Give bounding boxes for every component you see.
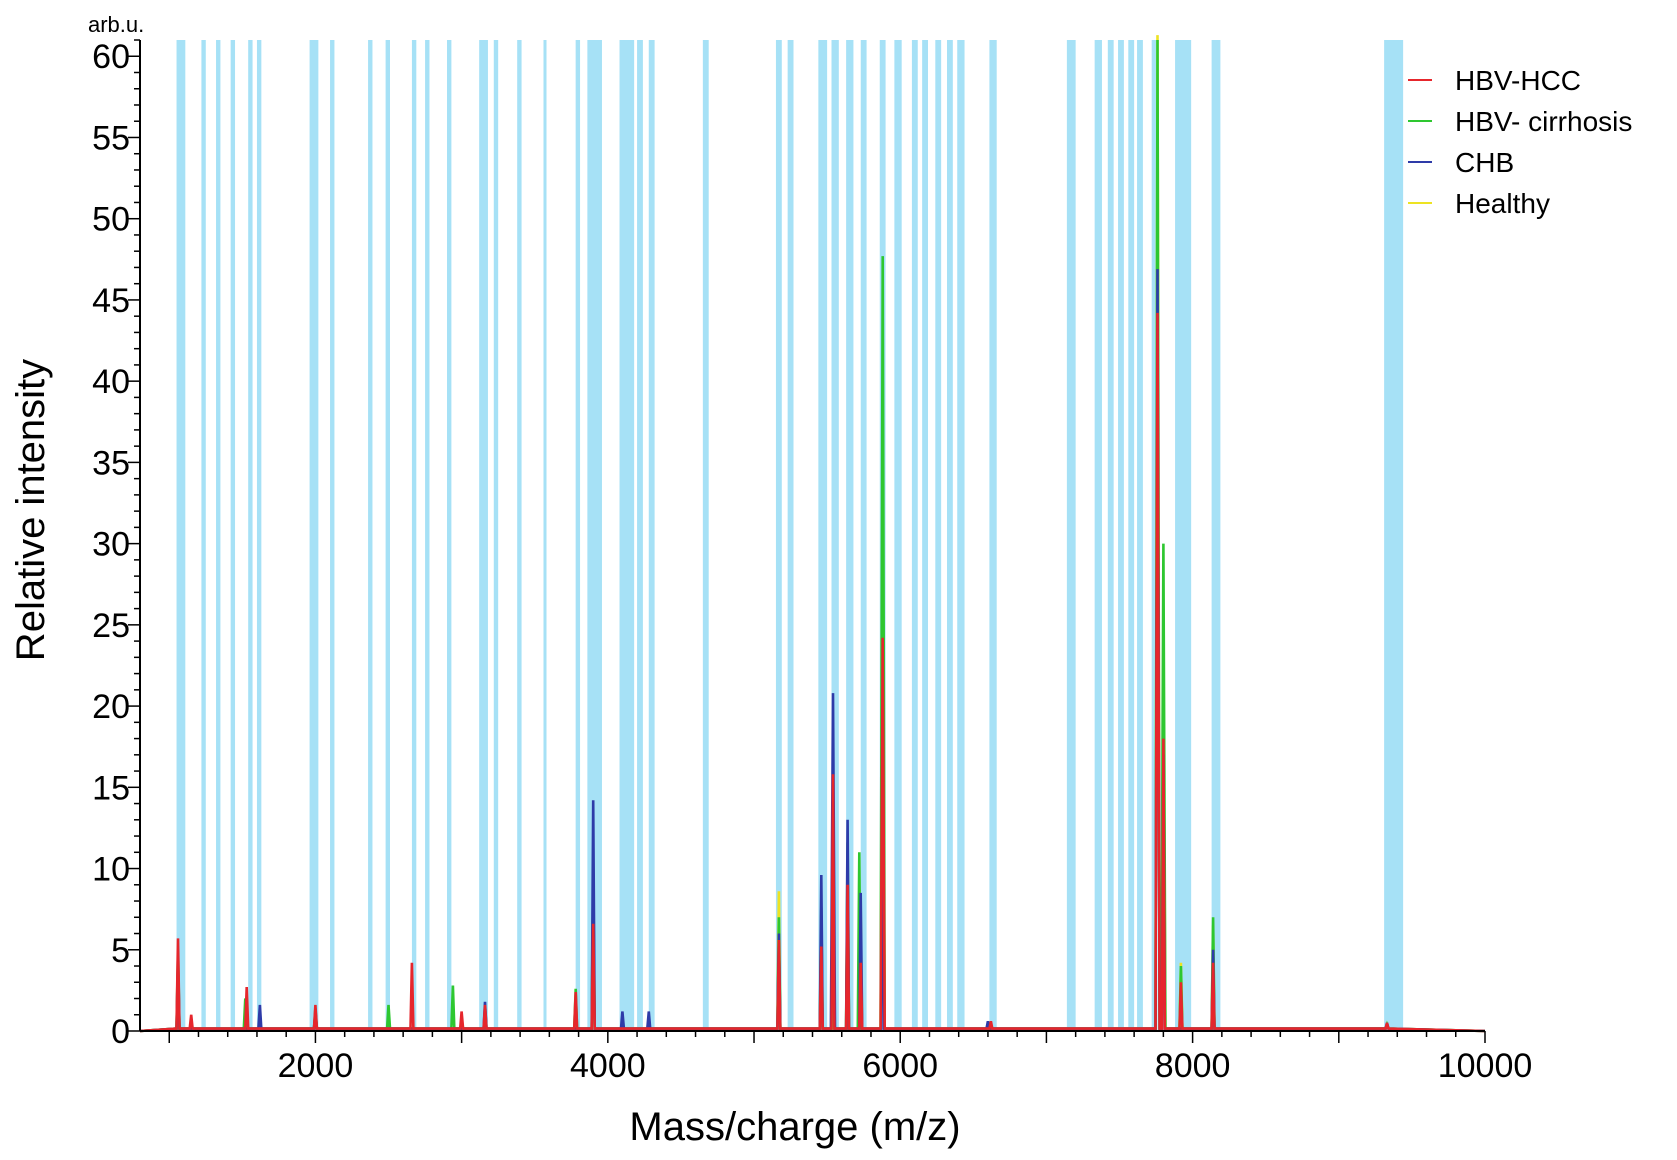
highlight-band-0 — [176, 40, 186, 1031]
highlight-band-44 — [1175, 40, 1192, 1031]
series-line-hbv-cirrhosis — [139, 39, 1486, 1033]
highlight-band-10 — [411, 40, 417, 1031]
unit-label: arb.u. — [88, 12, 144, 37]
highlight-band-26 — [831, 40, 839, 1031]
highlight-band-18 — [587, 40, 602, 1031]
highlight-band-11 — [425, 40, 430, 1031]
x-tick-label: 4000 — [570, 1047, 646, 1085]
highlight-band-12 — [447, 40, 452, 1031]
highlight-band-25 — [818, 40, 828, 1031]
y-tick-label: 60 — [92, 38, 130, 76]
highlight-band-17 — [575, 40, 581, 1031]
highlight-band-40 — [1118, 40, 1124, 1031]
highlight-band-28 — [860, 40, 867, 1031]
y-tick-label: 50 — [92, 201, 130, 239]
highlight-band-27 — [846, 40, 854, 1031]
legend-label: Healthy — [1455, 188, 1550, 219]
y-tick-label: 0 — [111, 1013, 130, 1051]
x-tick-label: 8000 — [1155, 1047, 1231, 1085]
highlight-band-34 — [947, 40, 953, 1031]
series-line-healthy — [139, 35, 1486, 1033]
highlight-band-38 — [1094, 40, 1102, 1031]
x-tick-label: 10000 — [1438, 1047, 1533, 1085]
y-tick-label: 10 — [92, 851, 130, 889]
axes — [139, 40, 1485, 1032]
y-tick-label: 30 — [92, 526, 130, 564]
highlight-band-33 — [935, 40, 942, 1031]
highlight-band-43 — [1151, 40, 1158, 1031]
y-tick-label: 20 — [92, 688, 130, 726]
highlight-band-32 — [922, 40, 928, 1031]
legend-label: CHB — [1455, 147, 1514, 178]
legend-label: HBV-HCC — [1455, 65, 1581, 96]
highlight-band-13 — [479, 40, 488, 1031]
highlight-band-21 — [648, 40, 655, 1031]
highlight-band-2 — [216, 40, 221, 1031]
highlight-bands — [176, 40, 1404, 1031]
legend-label: HBV- cirrhosis — [1455, 106, 1632, 137]
highlight-band-7 — [330, 40, 335, 1031]
highlight-band-46 — [1384, 40, 1404, 1031]
highlight-band-37 — [1066, 40, 1076, 1031]
highlight-band-20 — [637, 40, 643, 1031]
highlight-band-16 — [543, 40, 547, 1031]
y-tick-label: 25 — [92, 607, 130, 645]
highlight-band-8 — [368, 40, 373, 1031]
x-axis-title: Mass/charge (m/z) — [629, 1105, 960, 1149]
highlight-band-41 — [1128, 40, 1135, 1031]
highlight-band-45 — [1211, 40, 1221, 1031]
highlight-band-15 — [517, 40, 522, 1031]
series-lines — [139, 35, 1486, 1033]
highlight-band-31 — [911, 40, 918, 1031]
highlight-band-1 — [201, 40, 206, 1031]
x-tick-label: 6000 — [862, 1047, 938, 1085]
highlight-band-4 — [248, 40, 253, 1031]
highlight-band-5 — [256, 40, 262, 1031]
y-tick-label: 5 — [111, 932, 130, 970]
x-tick-label: 2000 — [278, 1047, 354, 1085]
highlight-band-6 — [309, 40, 319, 1031]
x-ticks: 2000 4000 6000 8000 10000 — [168, 1031, 1533, 1085]
highlight-band-24 — [787, 40, 794, 1031]
y-tick-label: 55 — [92, 119, 130, 157]
highlight-band-42 — [1137, 40, 1143, 1031]
y-axis-title: Relative intensity — [9, 359, 53, 661]
highlight-band-9 — [385, 40, 390, 1031]
series-line-chb — [139, 269, 1486, 1033]
highlight-band-23 — [775, 40, 782, 1031]
y-tick-label: 40 — [92, 363, 130, 401]
y-tick-label: 15 — [92, 769, 130, 807]
y-tick-label: 35 — [92, 444, 130, 482]
highlight-band-22 — [702, 40, 709, 1031]
highlight-band-35 — [957, 40, 965, 1031]
highlight-band-39 — [1107, 40, 1114, 1031]
highlight-band-19 — [619, 40, 635, 1031]
highlight-band-3 — [230, 40, 236, 1031]
legend: HBV-HCC HBV- cirrhosis CHB Healthy — [1408, 65, 1632, 219]
highlight-band-30 — [894, 40, 902, 1031]
series-line-hbv-hcc — [139, 312, 1486, 1033]
y-tick-label: 45 — [92, 282, 130, 320]
y-ticks: 0 5 10 15 20 25 30 35 40 45 50 55 60 — [92, 38, 140, 1051]
highlight-band-14 — [493, 40, 499, 1031]
highlight-band-36 — [989, 40, 997, 1031]
